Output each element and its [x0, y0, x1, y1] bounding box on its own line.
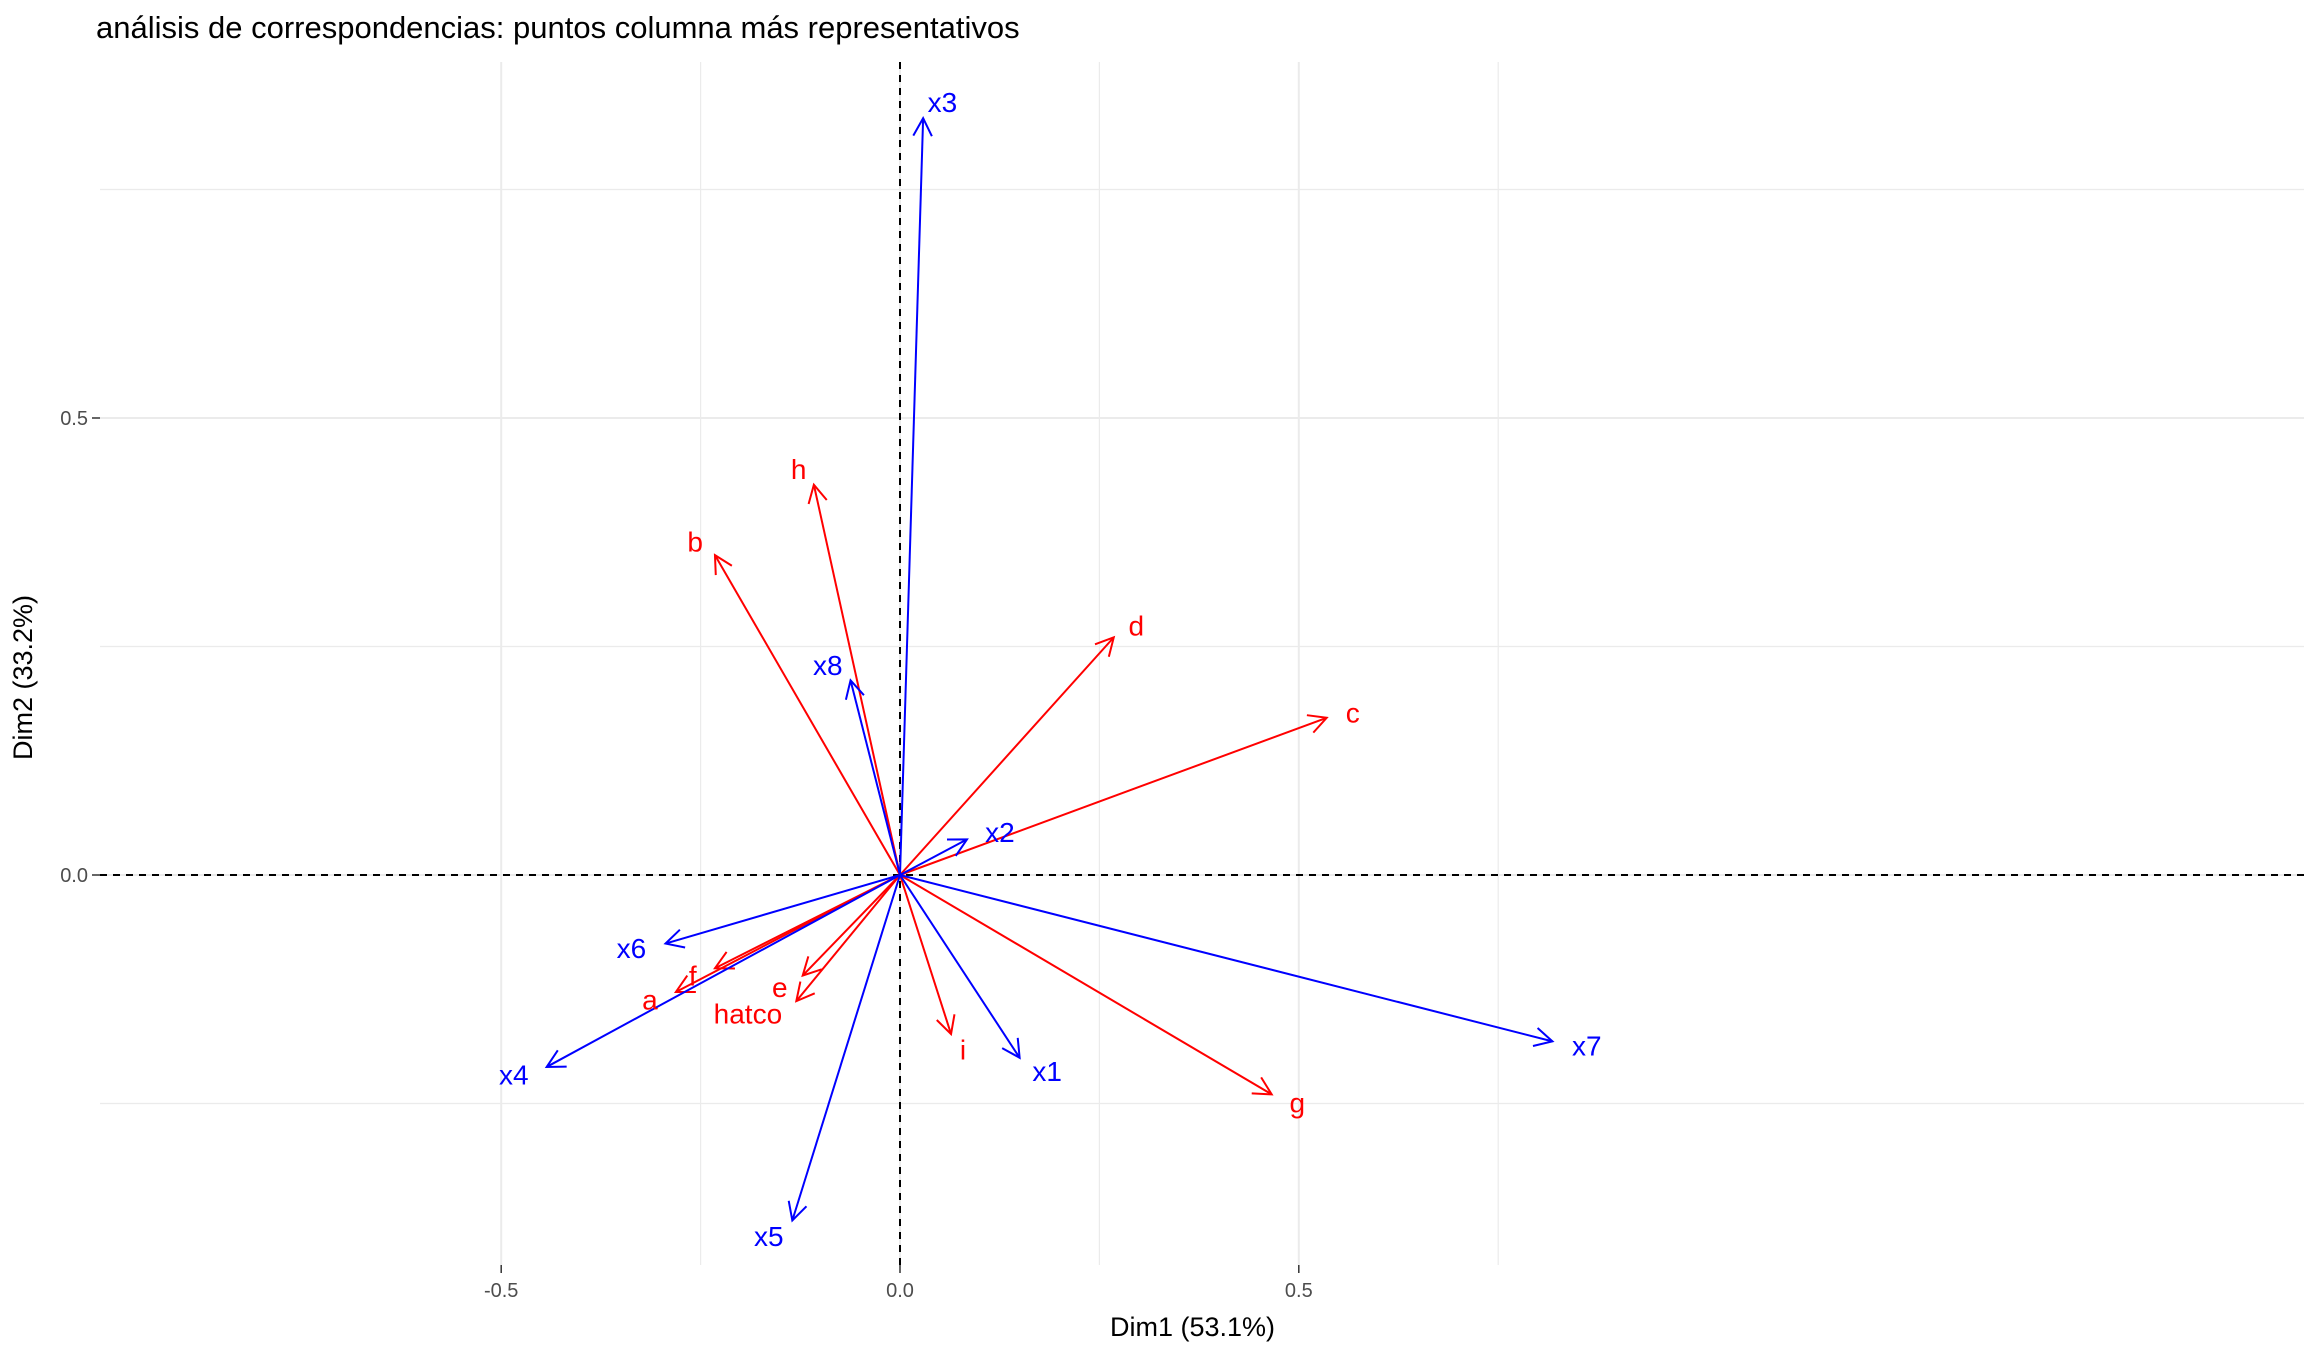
arrow-labels: a b c d e f g h i hatco x1 x2 x3 x4 x5 x6 x7 x8	[499, 87, 1601, 1252]
arrow-x4	[546, 874, 901, 1068]
arrow-x5	[791, 874, 901, 1221]
arrow-c	[899, 716, 1328, 876]
point-label-g: g	[1289, 1087, 1305, 1118]
arrowhead-x7	[1532, 1027, 1555, 1047]
arrow-e	[801, 874, 901, 977]
arrow-x6	[665, 874, 901, 945]
arrow-f	[714, 874, 901, 970]
point-label-h: h	[791, 454, 807, 485]
arrow-hatco	[795, 874, 901, 1002]
arrow-layer	[544, 116, 1555, 1223]
arrowhead-x2	[946, 838, 969, 857]
arrowhead-i	[936, 1014, 956, 1037]
point-label-i: i	[960, 1034, 966, 1065]
point-label-x4: x4	[499, 1060, 529, 1091]
point-label-e: e	[772, 972, 788, 1003]
point-label-x7: x7	[1572, 1030, 1602, 1061]
arrowhead-g	[1251, 1076, 1274, 1096]
axis-ticks: -0.5 0.0 0.5 0.0 0.5	[60, 408, 1313, 1302]
arrowhead-d	[1094, 635, 1116, 657]
arrow-b	[714, 554, 901, 876]
point-label-x8: x8	[813, 650, 843, 681]
x-tick-label: 0.5	[1285, 1280, 1313, 1302]
x-tick-label: 0.0	[886, 1280, 914, 1302]
arrow-x2	[899, 838, 968, 876]
arrowhead-x1	[1001, 1037, 1021, 1060]
gridlines	[100, 62, 2304, 1265]
point-label-x1: x1	[1032, 1056, 1062, 1087]
point-label-f: f	[689, 960, 697, 991]
arrowhead-x8	[844, 678, 865, 701]
arrowhead-a	[673, 974, 696, 994]
point-label-x6: x6	[617, 933, 647, 964]
point-label-hatco: hatco	[714, 998, 783, 1029]
arrow-i	[899, 874, 952, 1035]
y-axis-title: Dim2 (33.2%)	[8, 594, 38, 760]
arrow-g	[899, 874, 1273, 1096]
x-tick-label: -0.5	[484, 1280, 518, 1302]
y-tick-label: 0.0	[60, 865, 88, 887]
x-axis-title: Dim1 (53.1%)	[1110, 1312, 1276, 1342]
point-label-x2: x2	[985, 817, 1015, 848]
arrowhead-e	[801, 956, 823, 978]
arrowhead-x3	[912, 116, 933, 137]
arrow-x7	[899, 874, 1553, 1043]
point-label-b: b	[687, 526, 703, 557]
arrow-x8	[849, 680, 901, 876]
chart-title: análisis de correspondencias: puntos col…	[96, 10, 1020, 45]
point-label-c: c	[1346, 697, 1360, 728]
arrowhead-h	[807, 482, 828, 505]
point-label-d: d	[1128, 610, 1144, 641]
arrowhead-hatco	[794, 981, 816, 1003]
point-label-a: a	[642, 984, 658, 1015]
arrowhead-b	[713, 553, 733, 576]
arrowhead-c	[1306, 714, 1329, 734]
arrowhead-x5	[787, 1200, 808, 1223]
arrow-h	[812, 484, 901, 876]
arrowhead-x4	[544, 1049, 567, 1068]
point-label-x5: x5	[754, 1221, 784, 1252]
y-tick-label: 0.5	[60, 408, 88, 430]
reference-lines	[100, 62, 2304, 1265]
arrow-x1	[899, 874, 1021, 1059]
arrow-x3	[899, 118, 925, 876]
point-label-x3: x3	[928, 87, 958, 118]
arrowhead-x6	[663, 928, 686, 949]
arrow-d	[899, 636, 1115, 876]
